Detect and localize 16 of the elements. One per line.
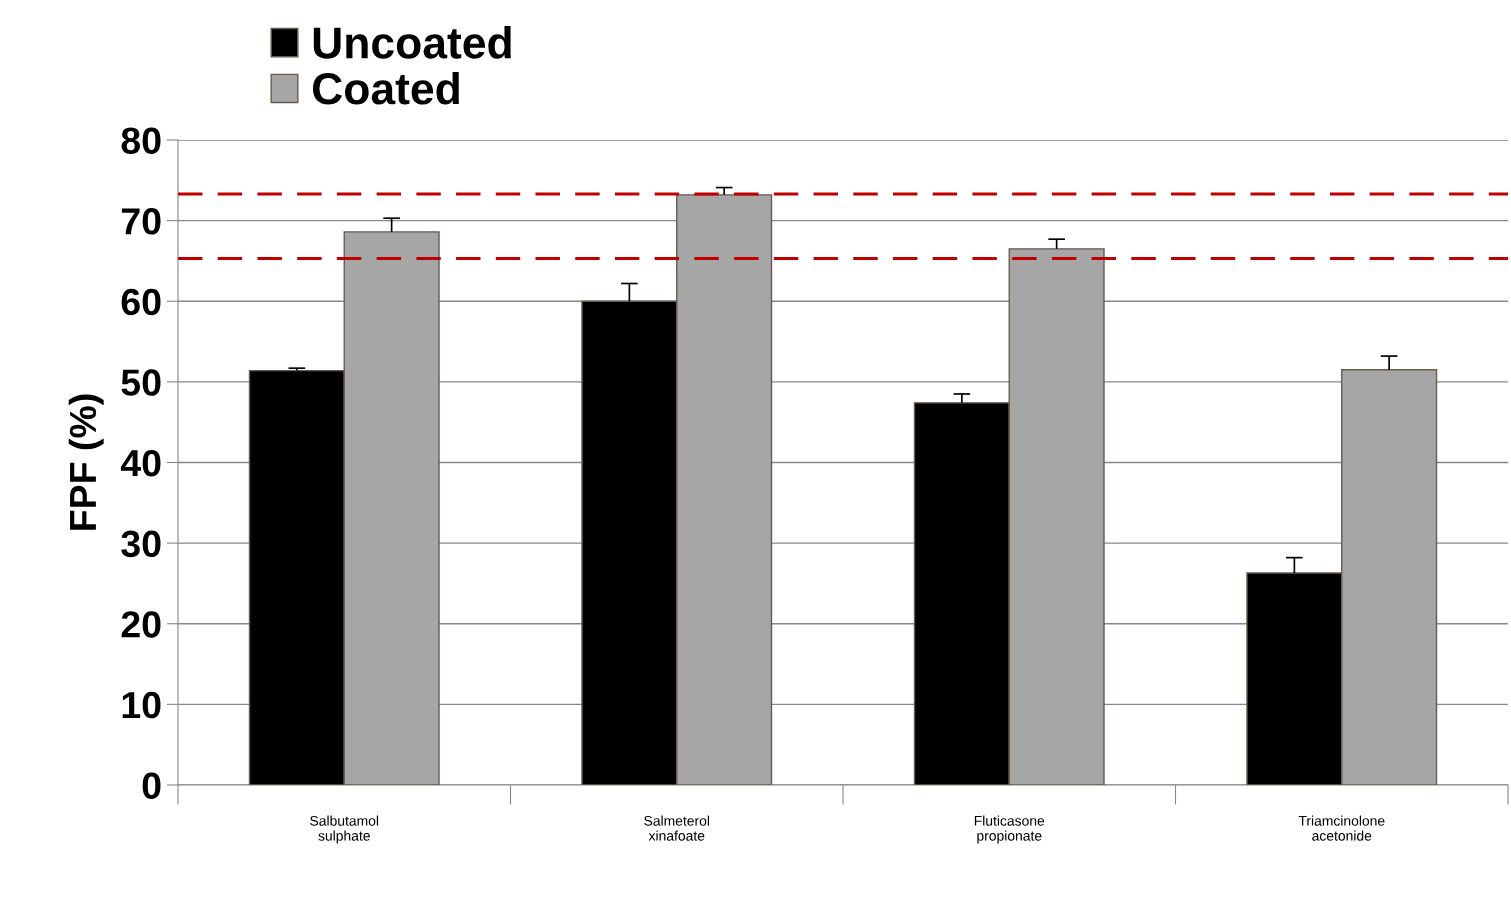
x-tick-label: Fluticasone propionate [974,815,1045,844]
y-tick-label: 60 [121,288,161,316]
legend-label: Coated [312,71,459,105]
x-tick-label: Salmeterol xinafoate [644,815,710,841]
y-tick-label: 30 [121,530,161,558]
x-tick-label: Triamcinolone acetonide [1298,815,1385,841]
y-tick-label: 70 [121,208,161,235]
legend-label: Uncoated [313,26,511,59]
y-tick-label: 10 [122,691,161,719]
y-tick-label: 50 [121,369,161,396]
y-tick-label: 80 [121,127,161,154]
y-axis-title: FPF (%) [68,394,104,530]
x-tick-label: Salbutamol sulphate [310,815,379,844]
y-tick-label: 40 [120,449,161,477]
y-tick-label: 20 [121,611,161,638]
y-tick-label: 0 [142,772,161,799]
